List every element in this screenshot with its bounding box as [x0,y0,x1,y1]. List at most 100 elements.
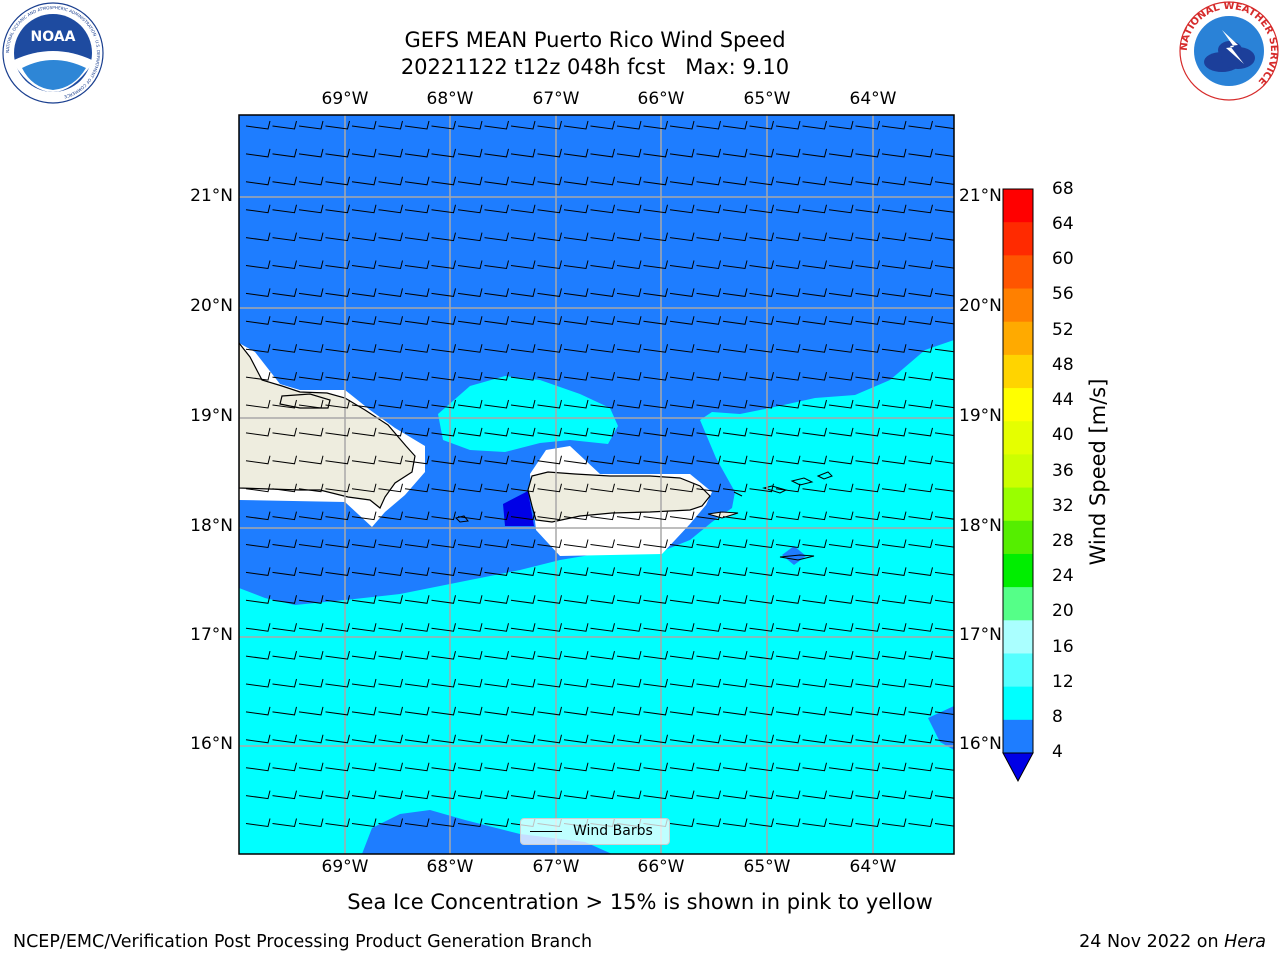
wind-barb [802,762,827,772]
wind-barb [749,232,774,242]
wind-barb [272,650,297,660]
wind-barb [404,120,430,130]
footer-branch: NCEP/EMC/Verification Post Processing Pr… [13,932,593,952]
wind-barb [881,232,907,242]
wind-barb [351,176,377,186]
wind-barb [616,455,642,465]
wind-barb [696,260,721,270]
wind-barb [272,734,297,744]
wind-barb [484,762,509,772]
wind-barb [722,204,748,214]
wind-barb [616,288,642,297]
wind-barb [563,316,589,325]
wind-barb [855,455,880,465]
wind-barb [722,371,748,381]
wind-barb [643,483,668,493]
wind-barb [431,650,456,660]
wind-barb [669,762,695,772]
wind-barb [431,288,456,297]
wind-barb [245,762,271,772]
wind-barb [245,539,271,549]
wind-barb [881,762,907,772]
wind-barb [802,344,827,353]
wind-barb [802,650,827,660]
wind-barb [749,455,774,465]
wind-barb [404,706,430,716]
colorbar-tick: 16 [1052,637,1074,657]
wind-barb [775,288,801,297]
wind-barb [908,762,933,772]
wind-barb [563,595,589,604]
wind-barb [749,678,774,688]
wind-barb [431,232,456,242]
wind-barb [510,120,536,130]
wind-barb [643,511,668,521]
wind-barb [590,120,615,130]
wind-barb [696,706,721,716]
wind-barb [749,734,774,744]
wind-barb [298,818,324,828]
wind-barb [457,762,483,772]
wind-barb [802,455,827,465]
wind-barb [431,511,456,521]
wind-barb [563,790,589,800]
nws-logo: NATIONAL WEATHER SERVICE [1179,1,1279,101]
wind-barb [537,232,562,242]
wind-barb [484,316,509,325]
colorbar [1003,189,1033,754]
wind-barb [855,288,880,297]
wind-barb [457,176,483,186]
wind-barb [749,511,774,521]
wind-barb [934,237,954,241]
wind-barb [431,455,456,465]
wind-barb [245,344,271,353]
wind-barb [855,623,880,632]
wind-barb [510,483,536,493]
colorbar-segment [1003,421,1033,455]
wind-barb [908,120,933,130]
wind-barb [404,650,430,660]
footer-date: 24 Nov 2022 on Hera [1079,932,1266,952]
wind-barb [696,204,721,214]
wind-barb [298,650,324,660]
wind-barb [722,399,748,409]
wind-barb [537,706,562,716]
wind-barb [298,316,324,325]
wind-barb [484,120,509,130]
wind-barb [351,623,377,632]
wind-barb [563,483,589,493]
wind-barb [749,818,774,828]
wind-barb [855,232,880,242]
wind-barb [669,567,695,576]
colorbar-segment [1003,587,1033,621]
wind-barb [934,265,954,269]
wind-barb [908,567,933,576]
colorbar-tick: 8 [1052,707,1063,727]
wind-barb [563,120,589,130]
wind-barb [828,344,854,353]
wind-barb [245,734,271,744]
wind-barb [272,706,297,716]
wind-barb [934,181,954,185]
wind-band-8-12-main [239,340,954,854]
wind-barb [245,650,271,660]
wind-barb [457,260,483,270]
wind-barb [616,260,642,270]
wind-barb [749,762,774,772]
wind-barb [802,790,827,800]
wind-barb [298,148,324,158]
wind-barb [325,539,350,549]
wind-barb [537,511,562,521]
lat-label-right: 18°N [959,516,1002,536]
colorbar-segment [1003,454,1033,489]
wind-barb [272,371,297,381]
wind-barb [378,232,403,242]
wind-barb [457,734,483,744]
wind-barb [325,818,350,828]
wind-barb [298,595,324,604]
wind-barb [616,650,642,660]
wind-barb [351,399,377,409]
wind-barb [298,734,324,744]
wind-barb [908,483,933,493]
wind-barb [510,399,536,409]
